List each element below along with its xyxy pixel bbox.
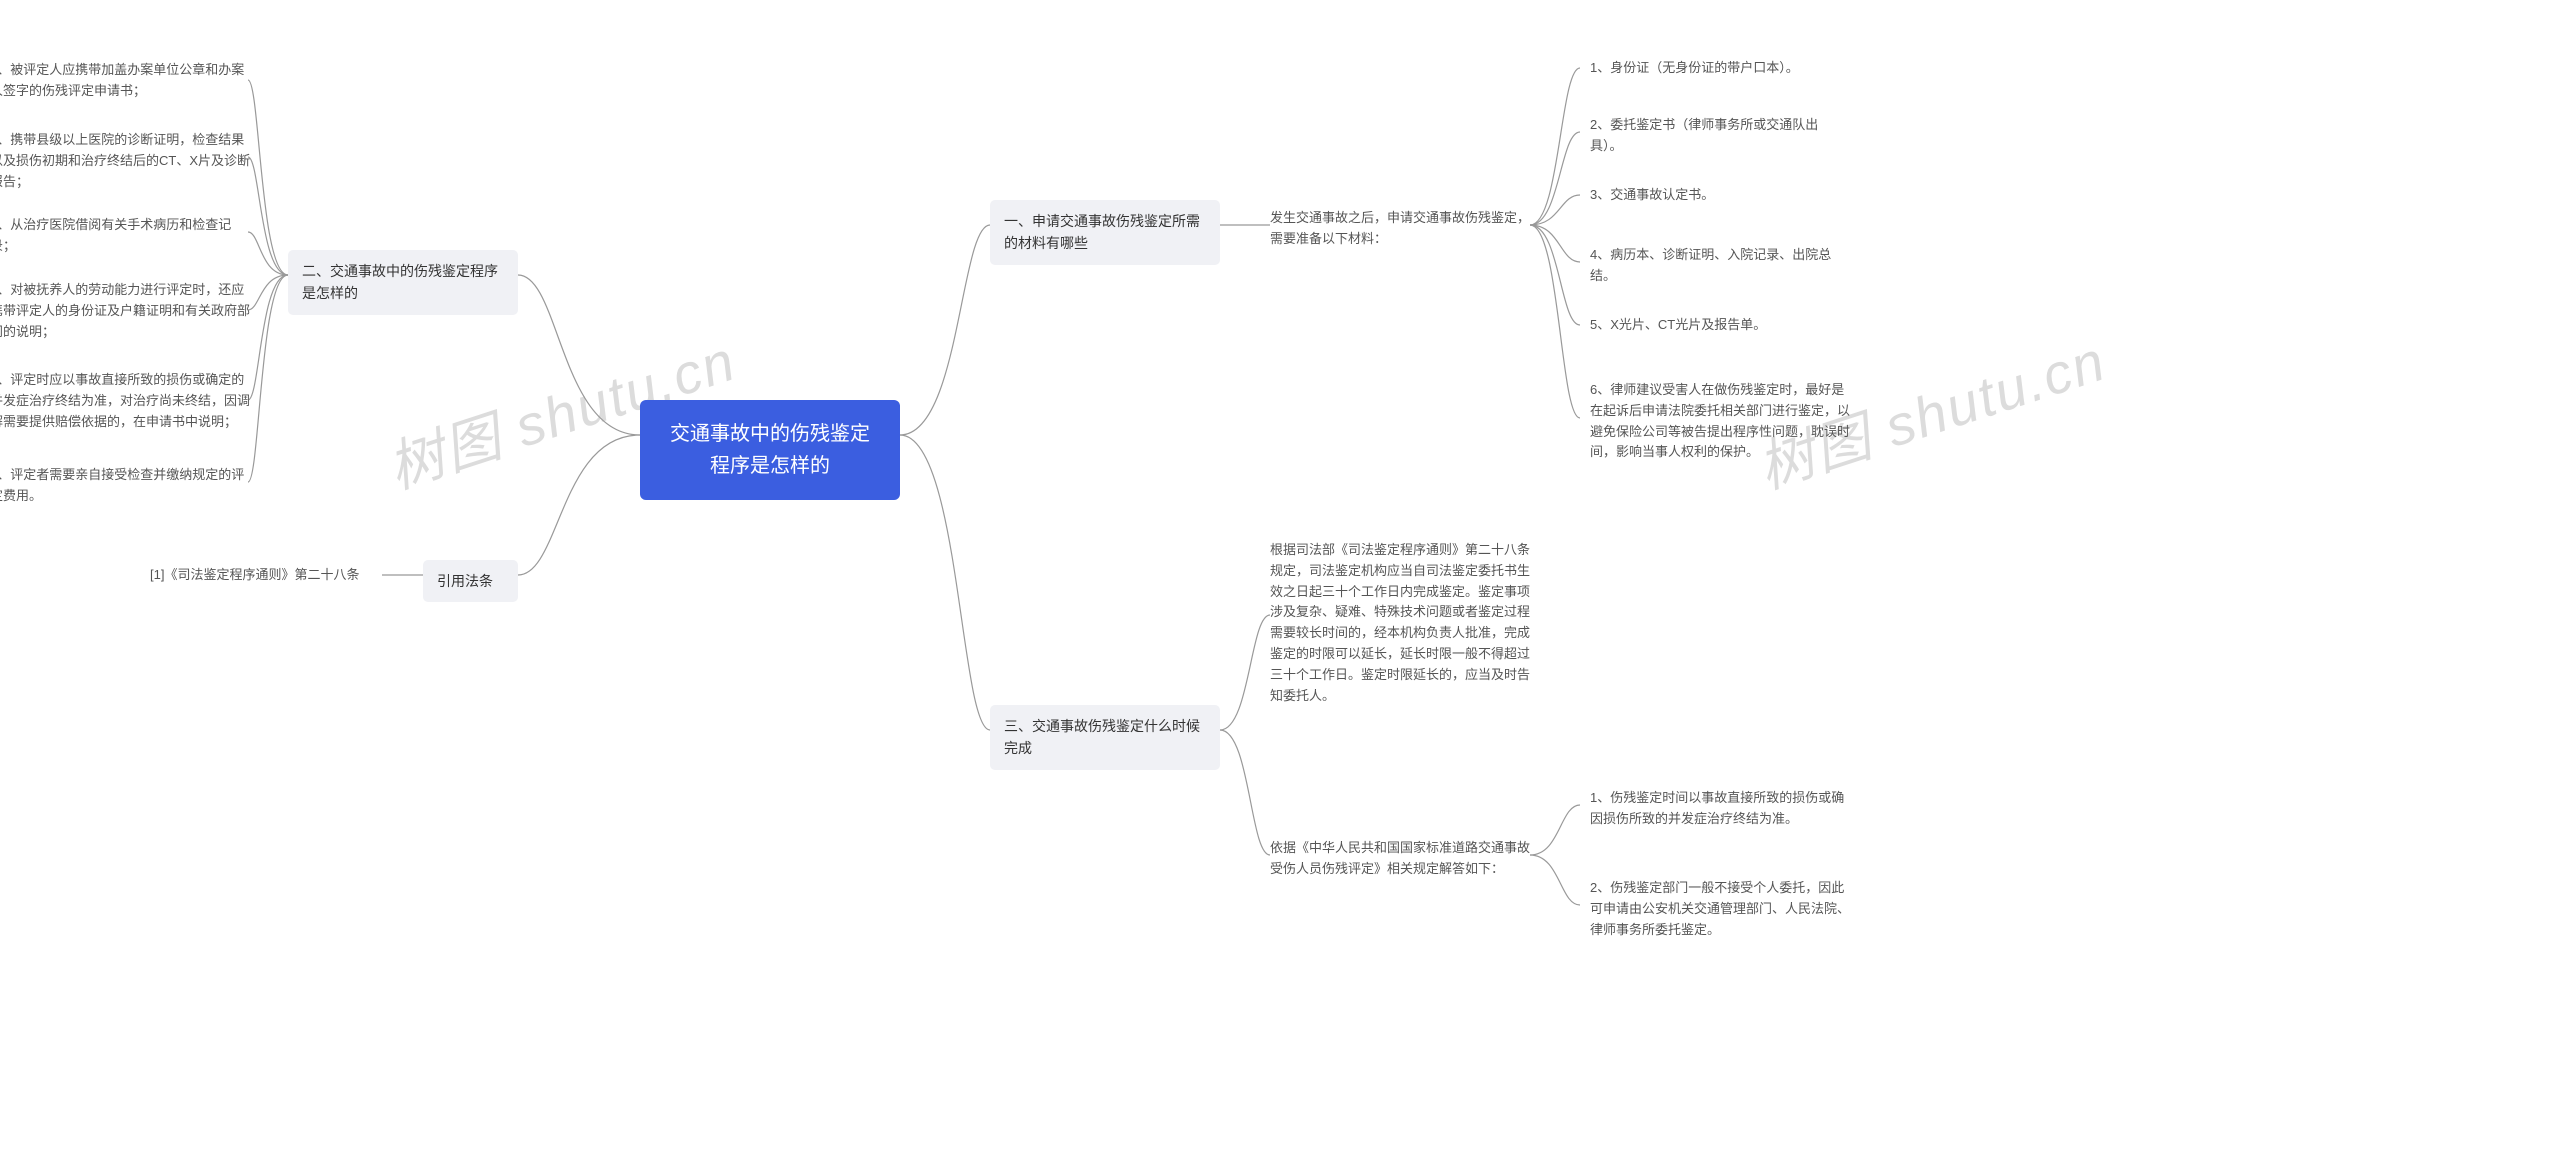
left-leaf-1-6: 6、评定者需要亲自接受检查并缴纳规定的评定费用。 [0,465,250,507]
right-branch-1: 一、申请交通事故伤残鉴定所需的材料有哪些 [990,200,1220,265]
right-leaf-2-2-2: 2、伤残鉴定部门一般不接受个人委托，因此可申请由公安机关交通管理部门、人民法院、… [1590,878,1850,940]
left-leaf-1-5: 5、评定时应以事故直接所致的损伤或确定的并发症治疗终结为准，对治疗尚未终结，因调… [0,370,250,432]
left-branch-1: 二、交通事故中的伤残鉴定程序是怎样的 [288,250,518,315]
right-leaf-1-5: 5、X光片、CT光片及报告单。 [1590,315,1850,336]
left-leaf-2-1: [1]《司法鉴定程序通则》第二十八条 [150,565,380,586]
right-leaf-1-4: 4、病历本、诊断证明、入院记录、出院总结。 [1590,245,1850,287]
right-direct-2-2: 依据《中华人民共和国国家标准道路交通事故受伤人员伤残评定》相关规定解答如下： [1270,838,1530,880]
center-node: 交通事故中的伤残鉴定程序是怎样的 [640,400,900,500]
left-leaf-1-1: 1、被评定人应携带加盖办案单位公章和办案人签字的伤残评定申请书； [0,60,250,102]
left-leaf-1-3: 3、从治疗医院借阅有关手术病历和检查记录； [0,215,250,257]
left-leaf-1-4: 4、对被抚养人的劳动能力进行评定时，还应携带评定人的身份证及户籍证明和有关政府部… [0,280,250,342]
left-leaf-1-2: 2、携带县级以上医院的诊断证明，检查结果以及损伤初期和治疗终结后的CT、X片及诊… [0,130,250,192]
right-direct-2-1: 根据司法部《司法鉴定程序通则》第二十八条规定，司法鉴定机构应当自司法鉴定委托书生… [1270,540,1530,706]
right-leaf-1-6: 6、律师建议受害人在做伤残鉴定时，最好是在起诉后申请法院委托相关部门进行鉴定，以… [1590,380,1850,463]
right-leaf-1-3: 3、交通事故认定书。 [1590,185,1850,206]
right-branch-2: 三、交通事故伤残鉴定什么时候完成 [990,705,1220,770]
right-leaf-1-1: 1、身份证（无身份证的带户口本）。 [1590,58,1850,79]
right-sub-1: 发生交通事故之后，申请交通事故伤残鉴定，需要准备以下材料： [1270,208,1530,250]
right-leaf-1-2: 2、委托鉴定书（律师事务所或交通队出具）。 [1590,115,1850,157]
right-leaf-2-2-1: 1、伤残鉴定时间以事故直接所致的损伤或确因损伤所致的并发症治疗终结为准。 [1590,788,1850,830]
left-branch-2: 引用法条 [423,560,518,602]
